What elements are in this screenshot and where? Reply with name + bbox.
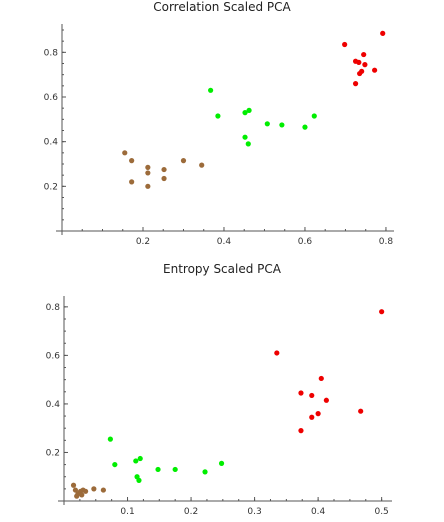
data-point: [83, 488, 89, 494]
chart-title: Correlation Scaled PCA: [153, 0, 291, 14]
y-tick-label: 0.6: [46, 351, 61, 361]
data-point: [129, 158, 135, 164]
data-point: [100, 487, 106, 493]
data-point: [264, 121, 270, 127]
x-tick-label: 0.4: [311, 507, 326, 517]
x-tick-label: 0.2: [184, 507, 198, 517]
data-point: [218, 460, 225, 466]
data-point: [242, 110, 248, 116]
data-point: [137, 455, 143, 462]
data-point: [357, 70, 363, 77]
data-point: [358, 408, 364, 414]
correlation-plot-area: 0.2 0.4 0.6 0.8 0.2 0.4 0.6 0.8: [44, 24, 394, 247]
data-point: [155, 466, 161, 473]
data-point: [172, 466, 178, 473]
y-tick-label: 0.4: [44, 138, 59, 148]
data-point: [202, 469, 208, 475]
data-point: [161, 175, 167, 182]
data-point: [309, 414, 315, 420]
entropy-chart: Entropy Scaled PCA 0.1 0.2 0.3 0.4 0.5 0.2 0.4…: [0, 262, 444, 522]
data-point: [311, 113, 317, 119]
data-point: [208, 87, 214, 93]
y-tick-label: 0.4: [46, 400, 61, 410]
data-point: [79, 492, 85, 498]
data-point: [215, 113, 221, 119]
data-point: [246, 107, 252, 113]
correlation-chart: Correlation Scaled PCA 0.2 0.4 0.6 0.8 0.2 0.…: [0, 0, 444, 260]
data-point: [342, 41, 348, 48]
data-point: [145, 183, 151, 189]
data-point: [380, 30, 386, 36]
data-point: [112, 461, 118, 468]
data-point: [323, 397, 329, 403]
data-point: [362, 62, 368, 68]
data-point: [245, 141, 251, 147]
data-point: [279, 122, 285, 128]
data-point: [372, 67, 378, 73]
y-tick-label: 0.2: [44, 182, 58, 192]
data-point: [161, 166, 167, 173]
x-tick-label: 0.5: [374, 507, 388, 517]
data-point: [199, 162, 205, 168]
data-point: [318, 375, 324, 382]
entropy-plot-area: 0.1 0.2 0.3 0.4 0.5 0.2 0.4 0.6 0.8: [46, 296, 392, 517]
y-tick-label: 0.8: [44, 48, 59, 58]
data-point: [315, 411, 321, 417]
data-point: [298, 428, 304, 434]
y-tick-label: 0.2: [46, 448, 60, 458]
data-point: [274, 350, 280, 356]
data-point: [133, 458, 139, 464]
x-tick-label: 0.4: [217, 237, 232, 247]
data-point: [129, 179, 135, 185]
x-tick-label: 0.8: [379, 237, 394, 247]
x-tick-label: 0.6: [298, 237, 313, 247]
y-tick-label: 0.6: [44, 93, 59, 103]
data-point: [70, 482, 77, 488]
data-point: [352, 81, 359, 87]
data-point: [302, 124, 308, 130]
data-point: [91, 486, 97, 492]
x-tick-label: 0.2: [136, 237, 150, 247]
data-point: [122, 150, 128, 156]
data-point: [74, 493, 80, 499]
data-point: [361, 51, 367, 58]
data-point: [145, 164, 151, 170]
data-point: [356, 59, 362, 65]
y-tick-label: 0.8: [46, 303, 61, 313]
x-tick-label: 0.1: [120, 507, 134, 517]
data-point: [107, 436, 113, 442]
axes: [58, 296, 392, 505]
data-point: [298, 390, 304, 396]
data-point: [309, 392, 315, 399]
axes: [56, 24, 394, 235]
data-point: [242, 134, 248, 140]
data-point: [136, 477, 142, 483]
data-point: [180, 158, 187, 164]
chart-title: Entropy Scaled PCA: [163, 262, 281, 276]
data-point: [72, 487, 79, 493]
data-point: [379, 309, 385, 315]
x-tick-label: 0.3: [247, 507, 261, 517]
data-point: [145, 170, 151, 176]
